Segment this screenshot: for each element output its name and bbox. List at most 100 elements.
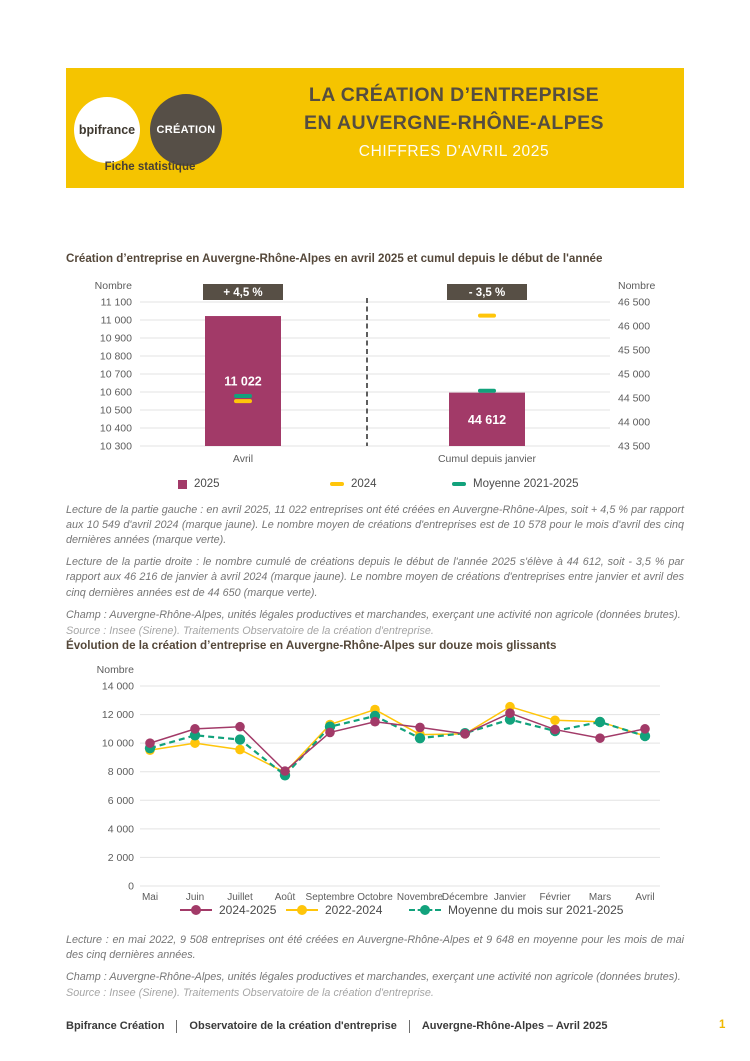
chart1-notes: Lecture de la partie gauche : en avril 2… — [66, 503, 684, 639]
x-axis-month-label: Décembre — [442, 892, 489, 903]
legend-item: 2025 — [178, 478, 220, 490]
variation-badge-label: + 4,5 % — [223, 287, 262, 299]
mark-moyenne — [234, 393, 252, 398]
x-axis-category-label: Avril — [233, 453, 253, 465]
y-axis-right-tick: 46 000 — [618, 321, 650, 333]
y-axis-right-tick: 44 500 — [618, 393, 650, 405]
y-axis-left-tick: 11 100 — [101, 297, 132, 309]
variation-badge-label: - 3,5 % — [469, 287, 505, 299]
legend-label: 2024 — [351, 478, 377, 490]
data-point — [280, 766, 290, 776]
y-axis-right-tick: 45 500 — [618, 345, 650, 357]
legend-dash-swatch — [452, 482, 466, 486]
x-axis-month-label: Juillet — [227, 892, 253, 903]
y-axis-left-tick: 10 700 — [100, 369, 132, 381]
x-axis-month-label: Janvier — [494, 892, 527, 903]
legend-label: Moyenne du mois sur 2021-2025 — [448, 903, 624, 917]
rolling-line-chart: 0 2 000 4 000 6 000 8 000 10 000 12 000 14 000 N… — [97, 664, 660, 903]
y-axis-left-title: Nombre — [95, 280, 133, 292]
y-axis-tick: 8 000 — [108, 766, 134, 778]
y-axis-right-tick: 45 000 — [618, 369, 650, 381]
y-axis-tick: 14 000 — [102, 681, 134, 693]
x-axis-month-label: Novembre — [397, 892, 444, 903]
legend-item: 2022-2024 — [286, 903, 382, 917]
data-point — [460, 729, 470, 739]
x-axis-month-label: Octobre — [357, 892, 393, 903]
mark-2024 — [478, 313, 496, 318]
y-axis-left-tick: 10 400 — [100, 423, 132, 435]
bpifrance-logo: bpifrance — [74, 97, 140, 163]
y-axis-left-tick: 11 000 — [101, 315, 132, 327]
y-axis-title: Nombre — [97, 664, 135, 676]
variation-badge — [203, 284, 283, 300]
footer-observatoire: Observatoire de la création d'entreprise — [189, 1020, 397, 1032]
lecture-left-text: Lecture de la partie gauche : en avril 2… — [66, 504, 684, 547]
data-point — [145, 738, 155, 748]
y-axis-left-tick: 10 800 — [100, 351, 132, 363]
bar-value-label: 11 022 — [224, 375, 262, 389]
legend-dash-swatch — [330, 482, 344, 486]
legend-item: Moyenne 2021-2025 — [452, 478, 579, 490]
mark-moyenne — [478, 388, 496, 393]
y-axis-tick: 6 000 — [108, 795, 134, 807]
data-point — [639, 730, 651, 742]
champ-text: Champ : Auvergne-Rhône-Alpes, unités lég… — [66, 971, 681, 984]
series-line-Moyenne du mois sur 2021-2025 — [149, 714, 646, 777]
tagline: Fiche statistique — [104, 161, 196, 173]
data-point — [550, 715, 560, 726]
page-number: 1 — [719, 1019, 726, 1031]
y-axis-right-tick: 44 000 — [618, 417, 650, 429]
creation-logo: CRÉATION — [150, 94, 222, 166]
title-line-2: EN AUVERGNE-RHÔNE-ALPES — [304, 112, 604, 135]
y-axis-right-title: Nombre — [618, 280, 656, 292]
chart1-title: Création d’entreprise en Auvergne-Rhône-… — [66, 252, 603, 265]
y-axis-tick: 12 000 — [102, 709, 134, 721]
data-point — [370, 716, 380, 727]
data-point — [505, 708, 515, 718]
title-subtitle: CHIFFRES D'AVRIL 2025 — [358, 142, 550, 160]
legend-line-swatch — [286, 905, 318, 915]
legend-dot — [191, 905, 201, 915]
data-point — [415, 722, 425, 733]
legend-item: Moyenne du mois sur 2021-2025 — [409, 903, 623, 917]
creation-logo-text: CRÉATION — [156, 124, 216, 136]
mark-2024 — [234, 399, 252, 404]
legend-dot — [420, 905, 430, 915]
x-axis-month-label: Août — [275, 892, 296, 903]
x-axis-month-label: Avril — [635, 892, 654, 903]
monthly-bar-chart: 10 300 10 400 10 500 10 600 10 700 10 800 10 9… — [95, 280, 656, 465]
footer: Bpifrance Création Observatoire de la cr… — [66, 1017, 607, 1035]
y-axis-left-tick: 10 600 — [100, 387, 132, 399]
source-text: Source : Insee (Sirene). Traitements Obs… — [66, 624, 434, 637]
chart2-title: Évolution de la création d’entreprise en… — [66, 639, 557, 652]
y-axis-tick: 4 000 — [108, 823, 134, 835]
x-axis-month-label: Mai — [142, 892, 158, 903]
chart2-notes: Lecture : en mai 2022, 9 508 entreprises… — [66, 933, 684, 1001]
title-line-1: LA CRÉATION D’ENTREPRISE — [308, 84, 600, 106]
data-point — [550, 724, 560, 735]
legend-label: 2022-2024 — [325, 903, 383, 917]
data-point — [190, 738, 200, 748]
source-text: Source : Insee (Sirene). Traitements Obs… — [66, 987, 434, 1000]
x-axis-month-label: Septembre — [306, 892, 355, 903]
x-axis-month-label: Mars — [589, 892, 611, 903]
y-axis-tick: 0 — [128, 881, 134, 893]
y-axis-left-tick: 10 300 — [100, 441, 132, 453]
footer-region-date: Auvergne-Rhône-Alpes – Avril 2025 — [421, 1020, 608, 1032]
y-axis-right-tick: 43 500 — [618, 441, 650, 453]
y-axis-right-tick: 46 500 — [618, 297, 650, 309]
series-line-2022-2024 — [149, 705, 646, 774]
footer-separator — [176, 1019, 178, 1033]
legend-line-swatch — [180, 905, 212, 915]
legend-item: 2024-2025 — [180, 903, 276, 917]
footer-separator — [408, 1019, 410, 1033]
legend-square-swatch — [178, 479, 187, 489]
bar-2025 — [205, 316, 281, 446]
champ-text: Champ : Auvergne-Rhône-Alpes, unités lég… — [66, 608, 681, 621]
legend-label: Moyenne 2021-2025 — [473, 478, 579, 490]
data-point — [595, 733, 605, 743]
data-point — [414, 732, 426, 744]
legend-label: 2025 — [194, 478, 220, 490]
document-title: LA CRÉATION D’ENTREPRISE EN AUVERGNE-RHÔ… — [234, 81, 674, 161]
